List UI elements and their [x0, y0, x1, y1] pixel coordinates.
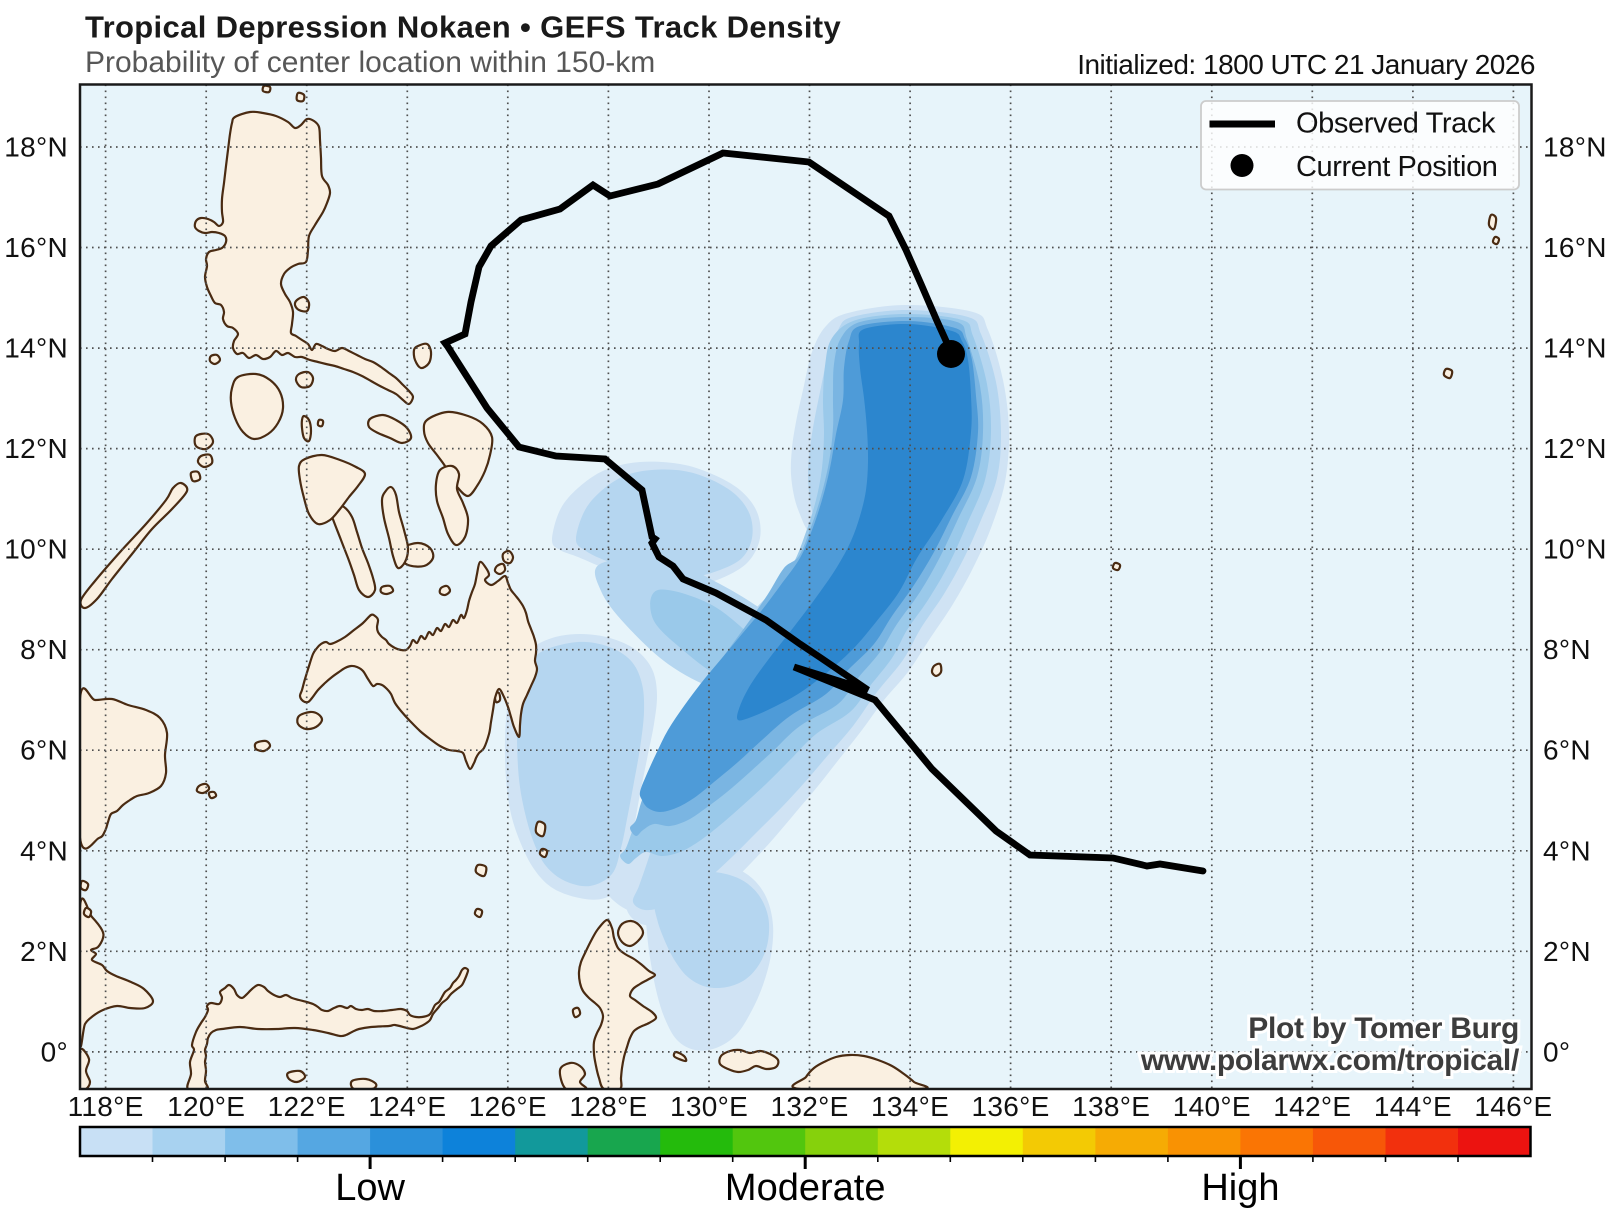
svg-text:124°E: 124°E	[368, 1091, 446, 1122]
svg-text:14°N: 14°N	[1543, 333, 1607, 364]
svg-text:4°N: 4°N	[1543, 835, 1591, 866]
svg-text:Initialized: 1800 UTC 21 Janua: Initialized: 1800 UTC 21 January 2026	[1077, 49, 1535, 80]
svg-text:2°N: 2°N	[20, 936, 68, 967]
svg-text:10°N: 10°N	[1543, 534, 1607, 565]
svg-text:146°E: 146°E	[1474, 1091, 1552, 1122]
svg-text:134°E: 134°E	[871, 1091, 949, 1122]
svg-text:118°E: 118°E	[68, 1091, 144, 1122]
svg-text:18°N: 18°N	[1543, 132, 1607, 163]
svg-text:Current Position: Current Position	[1296, 151, 1498, 183]
svg-text:128°E: 128°E	[569, 1091, 647, 1122]
svg-text:Probability of center location: Probability of center location within 15…	[85, 46, 655, 79]
svg-text:130°E: 130°E	[670, 1091, 748, 1122]
svg-text:0°: 0°	[41, 1036, 68, 1067]
svg-text:www.polarwx.com/tropical/: www.polarwx.com/tropical/	[1140, 1044, 1520, 1077]
svg-text:12°N: 12°N	[4, 433, 68, 464]
svg-text:16°N: 16°N	[1543, 232, 1607, 263]
svg-text:Observed Track: Observed Track	[1296, 108, 1496, 140]
svg-text:4°N: 4°N	[20, 835, 68, 866]
svg-text:6°N: 6°N	[20, 735, 68, 766]
svg-text:Low: Low	[335, 1167, 405, 1209]
svg-text:10°N: 10°N	[4, 534, 68, 565]
svg-text:138°E: 138°E	[1072, 1091, 1150, 1122]
svg-text:140°E: 140°E	[1173, 1091, 1251, 1122]
svg-text:14°N: 14°N	[4, 333, 68, 364]
svg-text:0°: 0°	[1543, 1036, 1570, 1067]
svg-text:2°N: 2°N	[1543, 936, 1591, 967]
svg-text:18°N: 18°N	[4, 132, 68, 163]
svg-text:136°E: 136°E	[972, 1091, 1050, 1122]
svg-text:142°E: 142°E	[1273, 1091, 1351, 1122]
svg-text:High: High	[1201, 1167, 1279, 1209]
svg-text:6°N: 6°N	[1543, 735, 1591, 766]
svg-text:12°N: 12°N	[1543, 433, 1607, 464]
svg-text:122°E: 122°E	[268, 1091, 346, 1122]
svg-text:120°E: 120°E	[167, 1091, 245, 1122]
svg-text:126°E: 126°E	[469, 1091, 547, 1122]
svg-text:8°N: 8°N	[20, 634, 68, 665]
svg-text:144°E: 144°E	[1374, 1091, 1452, 1122]
svg-text:Moderate: Moderate	[725, 1167, 886, 1209]
svg-text:Tropical Depression Nokaen • G: Tropical Depression Nokaen • GEFS Track …	[85, 10, 841, 45]
svg-text:16°N: 16°N	[4, 232, 68, 263]
svg-text:Plot by Tomer Burg: Plot by Tomer Burg	[1248, 1012, 1519, 1045]
svg-text:8°N: 8°N	[1543, 634, 1591, 665]
svg-text:132°E: 132°E	[770, 1091, 848, 1122]
